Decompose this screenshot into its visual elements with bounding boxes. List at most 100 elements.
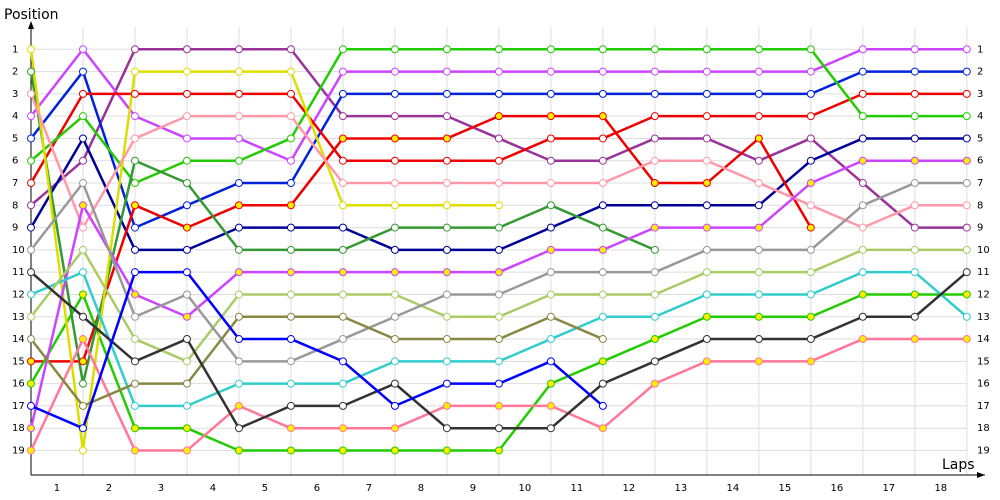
- point: [27, 446, 35, 455]
- point: [598, 379, 607, 388]
- point: [338, 134, 347, 143]
- point: [130, 312, 139, 321]
- point: [702, 89, 711, 98]
- point: [806, 201, 815, 210]
- point: [598, 312, 607, 321]
- point: [546, 89, 555, 98]
- point: [546, 112, 555, 121]
- point: [182, 446, 191, 455]
- point: [130, 201, 139, 210]
- point: [27, 67, 35, 76]
- point: [494, 45, 503, 54]
- series-line: [30, 315, 604, 408]
- y-tick-label: 6: [12, 156, 18, 167]
- point: [442, 179, 451, 188]
- point: [338, 89, 347, 98]
- point: [338, 67, 347, 76]
- point: [754, 290, 763, 299]
- point: [286, 446, 295, 455]
- point: [858, 89, 867, 98]
- y-tick-label: 11: [12, 267, 25, 278]
- point: [390, 156, 399, 165]
- point: [338, 112, 347, 121]
- point: [546, 290, 555, 299]
- point: [390, 112, 399, 121]
- point: [286, 357, 295, 366]
- point: [546, 312, 555, 321]
- point: [442, 45, 451, 54]
- point: [442, 335, 451, 344]
- point: [182, 67, 191, 76]
- x-tick-label: 2: [106, 483, 112, 494]
- point: [494, 201, 503, 210]
- point: [858, 112, 867, 121]
- point: [910, 89, 919, 98]
- point: [702, 201, 711, 210]
- point: [598, 335, 607, 344]
- y-tick-label: 7: [12, 178, 18, 189]
- y-axis-arrow: [28, 21, 34, 29]
- point: [78, 312, 87, 321]
- point: [234, 335, 243, 344]
- y-tick-label-right: 9: [977, 223, 983, 234]
- point: [858, 179, 867, 188]
- point: [702, 335, 711, 344]
- point: [442, 156, 451, 165]
- point: [27, 357, 35, 366]
- point: [234, 268, 243, 277]
- point: [962, 312, 971, 321]
- point: [130, 112, 139, 121]
- point: [494, 245, 503, 254]
- point: [962, 335, 971, 344]
- point: [182, 335, 191, 344]
- point: [806, 112, 815, 121]
- point: [754, 201, 763, 210]
- point: [27, 379, 35, 388]
- point: [390, 290, 399, 299]
- point: [78, 201, 87, 210]
- point: [286, 379, 295, 388]
- point: [182, 424, 191, 433]
- point: [130, 179, 139, 188]
- point: [650, 89, 659, 98]
- point: [390, 312, 399, 321]
- y-axis-title: Position: [4, 7, 59, 23]
- point: [130, 89, 139, 98]
- point: [27, 156, 35, 165]
- point: [130, 335, 139, 344]
- point: [910, 335, 919, 344]
- point: [442, 424, 451, 433]
- point: [754, 335, 763, 344]
- point: [650, 201, 659, 210]
- point: [286, 179, 295, 188]
- point: [182, 89, 191, 98]
- point: [182, 134, 191, 143]
- point: [286, 67, 295, 76]
- point: [338, 201, 347, 210]
- point: [338, 379, 347, 388]
- point: [130, 156, 139, 165]
- point: [286, 312, 295, 321]
- x-tick-label: 6: [314, 483, 320, 494]
- y-tick-label: 18: [12, 423, 25, 434]
- point: [494, 379, 503, 388]
- point: [754, 245, 763, 254]
- point: [78, 335, 87, 344]
- point: [754, 357, 763, 366]
- point: [650, 179, 659, 188]
- point: [182, 268, 191, 277]
- x-tick-label: 17: [882, 483, 895, 494]
- point: [494, 67, 503, 76]
- y-tick-label: 15: [12, 356, 25, 367]
- point: [546, 357, 555, 366]
- point: [494, 156, 503, 165]
- point: [234, 156, 243, 165]
- point: [702, 245, 711, 254]
- point: [130, 45, 139, 54]
- point: [78, 245, 87, 254]
- point: [182, 156, 191, 165]
- point: [390, 201, 399, 210]
- x-tick-label: 8: [418, 483, 424, 494]
- point: [390, 245, 399, 254]
- y-tick-label-right: 16: [977, 379, 990, 390]
